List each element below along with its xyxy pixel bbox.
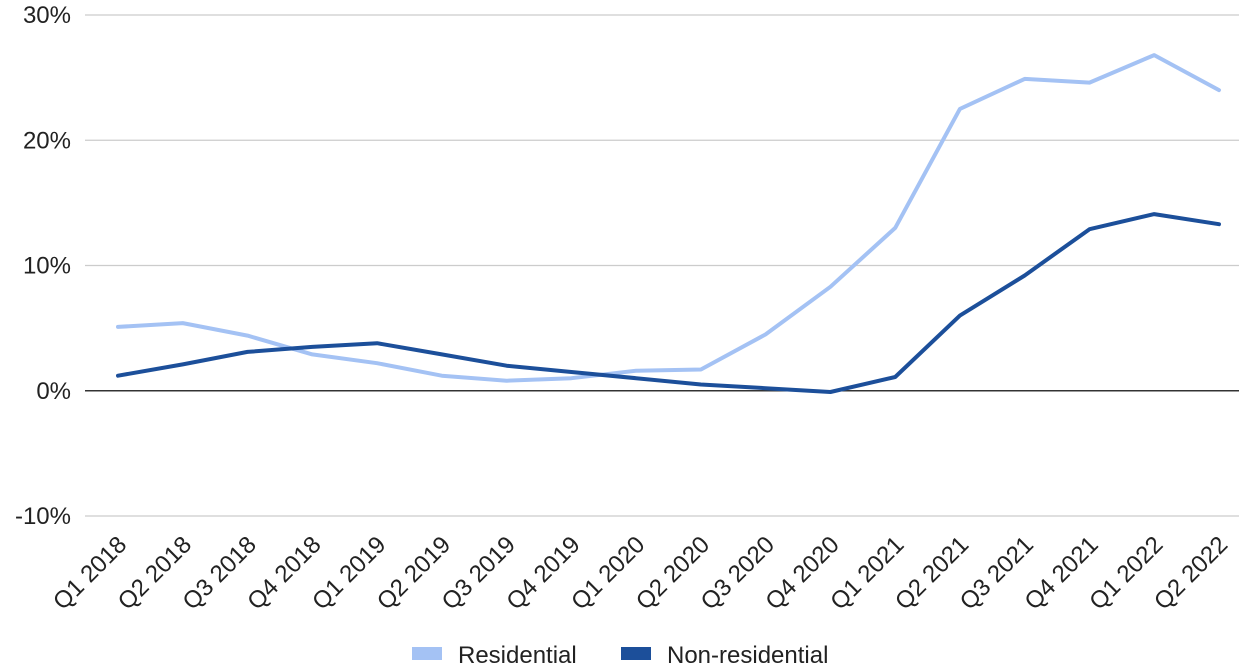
series-line-non-residential (116, 212, 1221, 394)
legend-label: Non-residential (667, 642, 828, 667)
series-line-residential (116, 53, 1221, 383)
legend-label: Residential (458, 642, 577, 667)
y-tick-label: 0% (36, 378, 71, 405)
y-axis-ticks: -10% 0% 10% 20% 30% (15, 2, 71, 530)
y-tick-label: 10% (23, 253, 71, 280)
gridlines (85, 14, 1239, 517)
legend-swatch (621, 647, 651, 660)
series-lines (116, 53, 1221, 394)
y-tick-label: 20% (23, 127, 71, 154)
y-tick-label: 30% (23, 2, 71, 29)
y-tick-label: -10% (15, 503, 71, 530)
legend-swatch (412, 647, 442, 660)
legend: Residential Non-residential (412, 642, 828, 667)
